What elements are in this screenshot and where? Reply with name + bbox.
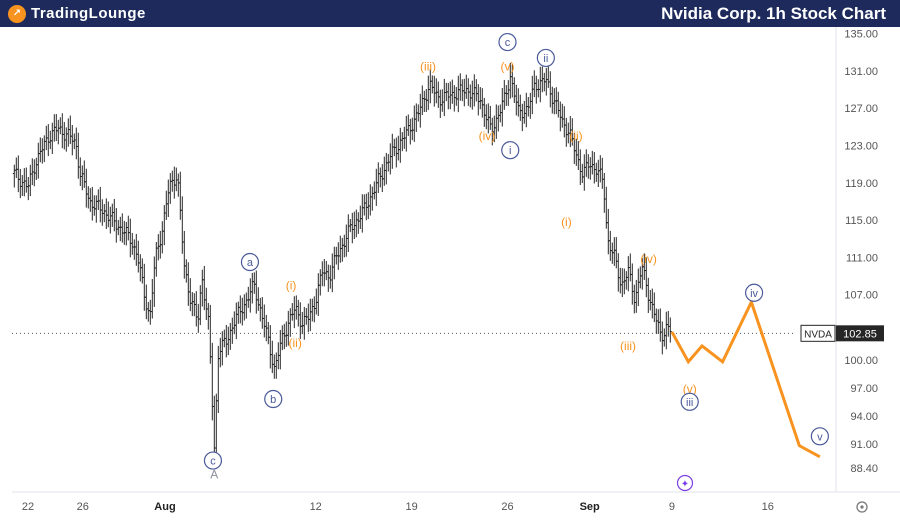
chart-title: Nvidia Corp. 1h Stock Chart: [661, 4, 886, 23]
x-tick-label: 9: [669, 501, 675, 513]
wave-label-circle: [501, 141, 520, 160]
wave-label-circle: [536, 48, 555, 68]
wave-label-text: iii: [686, 397, 693, 409]
wave-label-text: (ii): [288, 336, 301, 350]
x-tick-label: Sep: [580, 501, 600, 513]
gear-icon-center: [860, 505, 864, 509]
wave-label-text: (iv): [479, 129, 496, 143]
symbol-tag-box: [800, 324, 836, 342]
wave-label-text: (iv): [640, 252, 657, 266]
wave-label-text: (v): [501, 59, 515, 73]
y-tick-label: 127.00: [844, 103, 878, 115]
wave-label-text: a: [247, 257, 254, 269]
wave-label-text: (iii): [420, 59, 436, 73]
wave-label-text: (iii): [620, 339, 636, 353]
wave-label-text: (v): [683, 382, 697, 396]
wave-label-text: ii: [543, 53, 548, 65]
wave-label-text: iv: [750, 288, 758, 300]
chart-marks: 135.00 131.00 127.00 123.00 119.00 115.00 111.…: [12, 14, 900, 513]
price-tag-text: 102.85: [843, 328, 877, 340]
wave-label-text: c: [210, 456, 216, 468]
wave-label-circle: [810, 427, 829, 446]
gear-icon: [856, 501, 868, 513]
price-tag-box: [836, 325, 884, 342]
x-tick-label: 26: [501, 501, 513, 513]
y-tick-label: 119.00: [845, 178, 878, 190]
wave-label-text: (ii): [569, 129, 582, 143]
y-tick-label: 131.00: [844, 66, 878, 78]
y-tick-label: 115.00: [845, 215, 878, 227]
wave-label-circle: [240, 252, 260, 272]
x-tick-label: 12: [310, 501, 322, 513]
symbol-tag-text: NVDA: [804, 329, 832, 340]
y-tick-label: 123.00: [844, 141, 878, 153]
wave-label-text: b: [270, 394, 276, 406]
x-tick-label: 16: [762, 501, 774, 513]
wave-label-circle: [203, 451, 223, 470]
wave-label-text: i: [509, 145, 511, 157]
y-tick-label: 91.00: [850, 439, 878, 451]
logo[interactable]: ↗ TradingLounge: [8, 3, 146, 24]
x-tick-label: 26: [77, 501, 89, 513]
y-tick-label: 100.00: [844, 355, 878, 367]
header-bar: ↗ TradingLounge Nvidia Corp. 1h Stock Ch…: [0, 0, 900, 27]
y-tick-label: 94.00: [850, 411, 878, 423]
y-tick-label: 97.00: [850, 383, 878, 395]
wave-label-text: (i): [561, 215, 572, 229]
wave-label-text: (i): [286, 278, 297, 292]
chart-logo-icon: ↗: [8, 4, 26, 23]
y-tick-label: 135.00: [844, 29, 878, 41]
wave-label-text: c: [505, 37, 511, 49]
y-tick-label: 111.00: [846, 252, 878, 264]
y-tick-label: 88.40: [850, 463, 878, 475]
elliott-wave-marker-glyph: ✦: [681, 479, 689, 490]
wave-label-text: A: [210, 468, 218, 482]
wave-label-circle: [744, 283, 764, 302]
x-tick-label: Aug: [154, 501, 175, 513]
projection-path: [670, 298, 821, 459]
wave-label-circle: [498, 32, 517, 52]
brand-name-part1: TradingLounge: [31, 5, 146, 22]
elliott-wave-marker-icon: [676, 474, 694, 492]
wave-label-text: v: [817, 431, 823, 443]
wave-label-circle: [680, 392, 699, 411]
x-tick-label: 19: [405, 501, 417, 513]
x-tick-label: 22: [22, 501, 34, 513]
y-tick-label: 107.00: [844, 290, 878, 302]
wave-label-circle: [264, 389, 283, 409]
